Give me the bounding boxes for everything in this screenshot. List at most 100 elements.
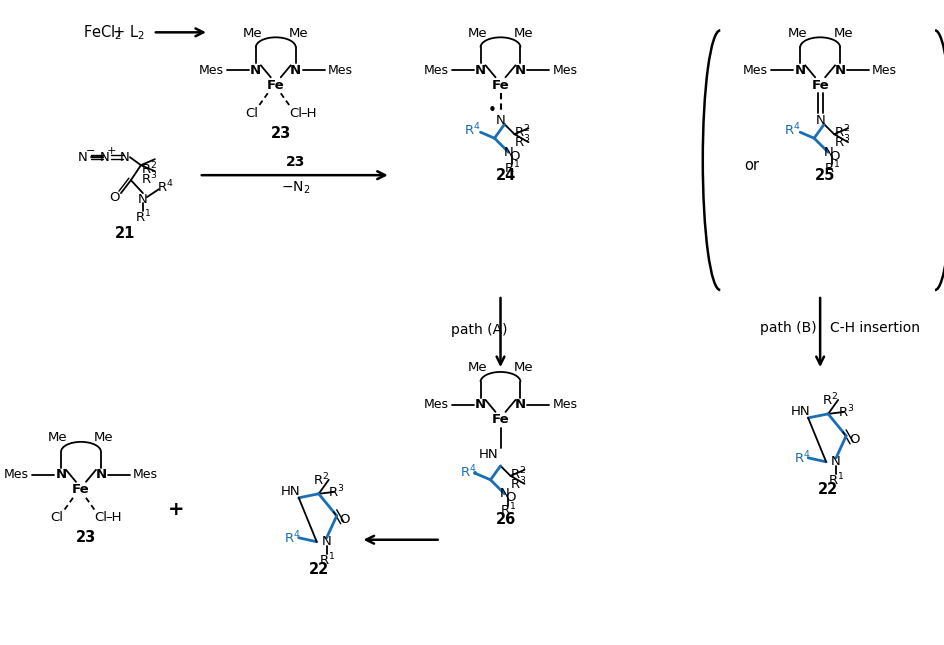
Text: Fe: Fe [811,79,828,92]
Text: R$^3$: R$^3$ [833,134,850,150]
Text: N: N [322,535,331,548]
Text: N: N [475,64,485,77]
Text: +: + [112,25,125,40]
Text: O: O [339,513,349,526]
Text: Mes: Mes [328,64,352,77]
Text: N: N [499,488,509,501]
Text: R$^2$: R$^2$ [821,392,837,408]
Text: Fe: Fe [72,483,90,496]
Text: 23: 23 [76,530,96,545]
Text: Me: Me [786,27,806,40]
Text: Mes: Mes [552,64,577,77]
Text: Mes: Mes [871,64,896,77]
Text: 23: 23 [271,126,291,141]
Text: FeCl$_2$: FeCl$_2$ [83,23,122,42]
Text: Mes: Mes [423,399,448,412]
Text: N: N [831,455,840,468]
Text: HN: HN [789,406,809,419]
Text: N: N [95,468,107,481]
Text: Mes: Mes [423,64,448,77]
Text: R$^3$: R$^3$ [837,404,853,420]
Text: N: N [475,399,485,412]
Text: O: O [509,150,519,163]
Text: Mes: Mes [552,399,577,412]
Text: N: N [495,114,505,126]
Text: N: N [250,64,261,77]
Text: 22: 22 [309,562,329,577]
Text: R$^1$: R$^1$ [499,501,516,518]
Text: O: O [848,433,858,446]
Text: R$^4$: R$^4$ [793,450,810,466]
Text: N: N [100,151,110,164]
Text: N: N [815,114,824,126]
Text: Cl: Cl [50,511,63,524]
Text: or: or [744,157,759,173]
Text: N: N [290,64,301,77]
Text: N: N [514,399,526,412]
Text: R$^1$: R$^1$ [504,160,520,177]
Text: R$^3$: R$^3$ [329,484,345,500]
Text: R$^4$: R$^4$ [464,122,480,139]
Text: –H: –H [106,511,122,524]
Text: O: O [110,191,120,204]
Text: R$^1$: R$^1$ [318,551,334,568]
Text: Fe: Fe [266,79,284,92]
Text: Cl: Cl [289,106,302,120]
Text: +: + [108,146,116,156]
Text: 21: 21 [114,226,135,241]
Text: •: • [470,467,479,481]
Text: C-H insertion: C-H insertion [829,321,919,335]
Text: N: N [794,64,805,77]
Text: 22: 22 [818,482,837,497]
Text: Mes: Mes [133,468,158,481]
Text: 25: 25 [814,168,834,183]
Text: Cl: Cl [94,511,108,524]
Text: R$^2$: R$^2$ [514,124,530,141]
Text: Me: Me [514,361,532,375]
Text: N: N [503,146,513,159]
Text: R$^3$: R$^3$ [510,475,526,492]
Text: $-$N$_2$: $-$N$_2$ [280,180,310,196]
Text: R$^4$: R$^4$ [157,179,173,195]
Text: L$_2$: L$_2$ [129,23,144,42]
Text: R$^4$: R$^4$ [284,530,301,546]
Text: R$^1$: R$^1$ [823,160,839,177]
Text: Mes: Mes [4,468,29,481]
Text: Fe: Fe [491,79,509,92]
Text: R$^2$: R$^2$ [510,466,526,482]
Text: HN: HN [280,485,300,499]
Text: Fe: Fe [491,413,509,426]
Text: O: O [505,491,515,504]
Text: R$^2$: R$^2$ [141,161,157,177]
Text: −: − [86,146,95,156]
Text: N: N [138,193,147,206]
Text: Me: Me [467,27,487,40]
Text: Mes: Mes [198,64,224,77]
Text: R$^3$: R$^3$ [514,134,531,150]
Text: N: N [78,151,88,164]
Text: N: N [822,146,832,159]
Text: 24: 24 [495,168,515,183]
Text: N: N [56,468,66,481]
Text: R$^4$: R$^4$ [783,122,800,139]
Text: 26: 26 [495,512,515,527]
Text: Me: Me [467,361,487,375]
Text: 23: 23 [286,155,305,169]
Text: N: N [514,64,526,77]
Text: •: • [487,103,497,118]
Text: R$^3$: R$^3$ [141,171,157,188]
Text: O: O [828,150,838,163]
Text: R$^1$: R$^1$ [827,471,843,488]
Text: path (A): path (A) [450,323,507,337]
Text: path (B): path (B) [759,321,816,335]
Text: Me: Me [243,27,262,40]
Text: Me: Me [833,27,852,40]
Text: Mes: Mes [742,64,767,77]
Text: Me: Me [48,432,68,444]
Text: R$^4$: R$^4$ [460,464,477,480]
Text: R$^1$: R$^1$ [135,209,151,225]
Text: +: + [167,501,184,519]
Text: Me: Me [94,432,113,444]
Text: Cl: Cl [245,106,258,120]
Text: N: N [120,151,129,164]
